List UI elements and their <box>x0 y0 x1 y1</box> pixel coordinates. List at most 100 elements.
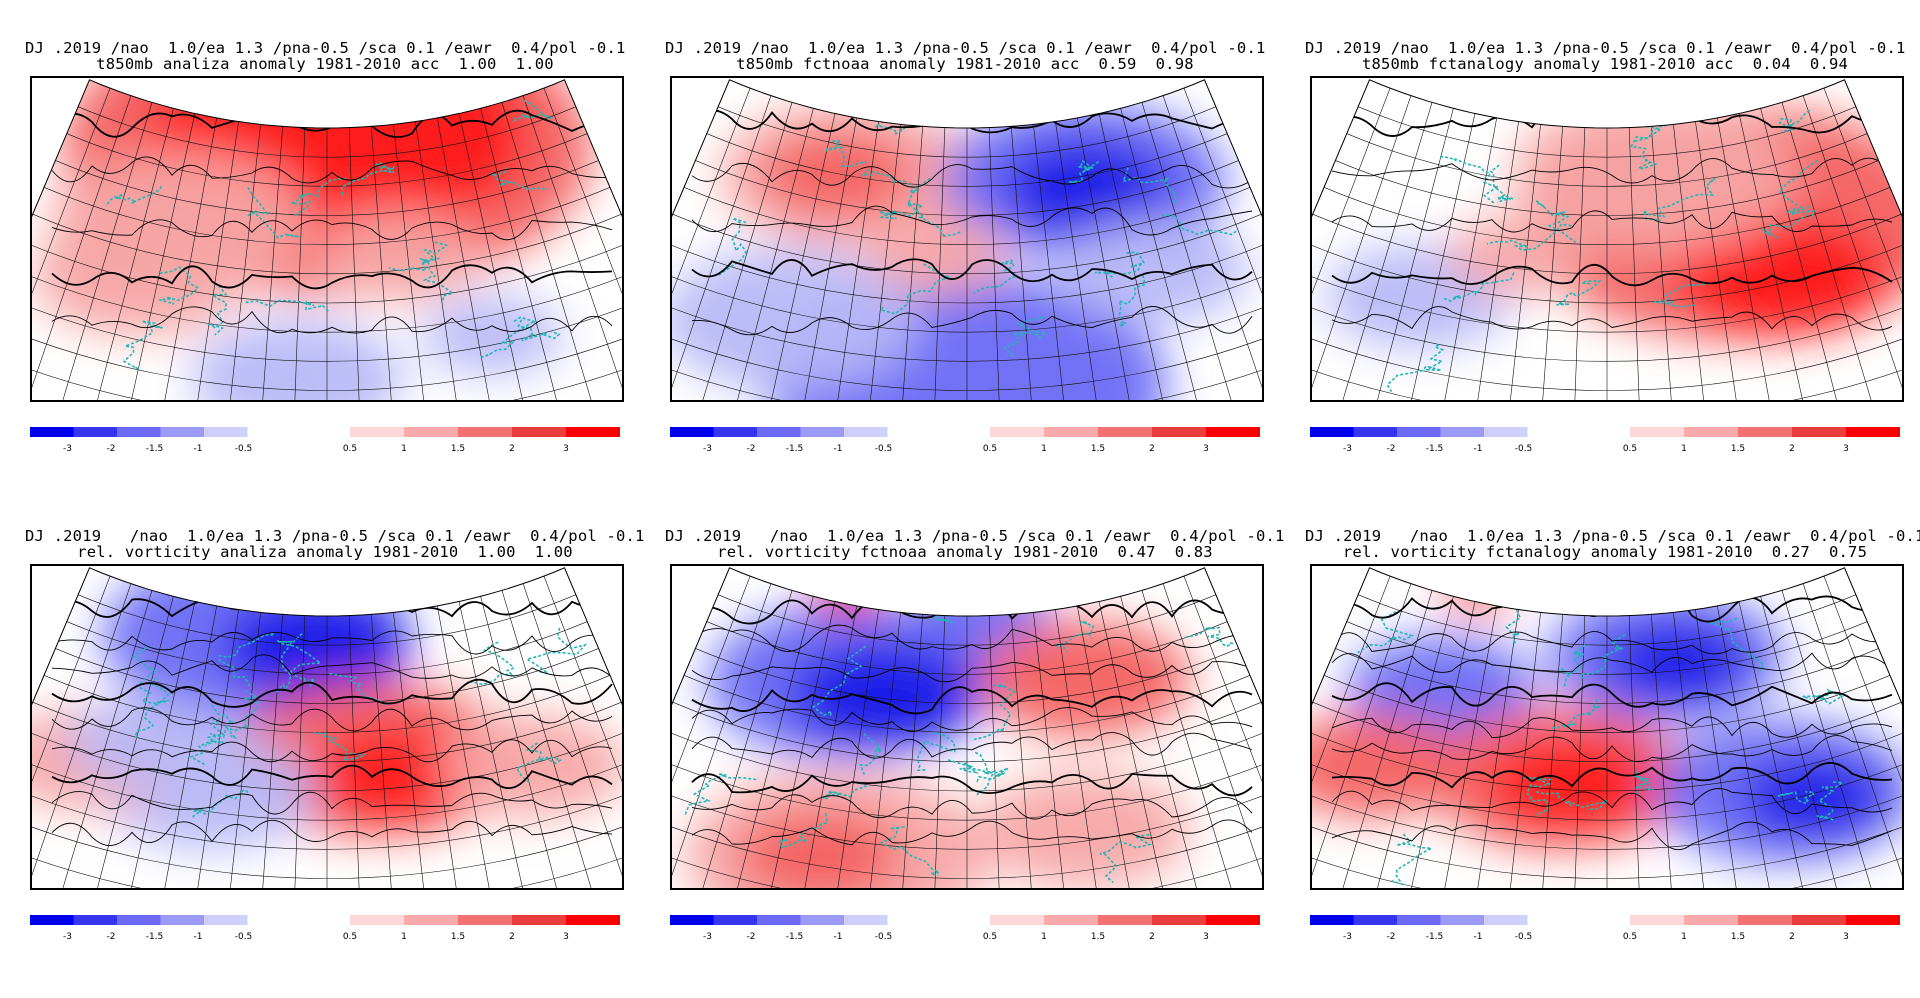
coastline <box>1386 343 1445 393</box>
contour-line <box>1331 682 1893 708</box>
grid-parallel <box>1335 648 1879 704</box>
contour-line <box>1331 264 1893 287</box>
grid-parallel <box>55 648 599 704</box>
anomaly-field <box>1312 713 1466 818</box>
coastline <box>859 732 884 775</box>
colorbar-swatch-neg <box>1353 427 1397 437</box>
colorbar-swatch-pos <box>1846 427 1900 437</box>
map-boundary <box>32 567 622 706</box>
coastline <box>974 751 1009 784</box>
anomaly-map <box>670 564 1264 890</box>
panel-title-line2: rel. vorticity fctanalogy anomaly 1981-2… <box>1342 543 1868 561</box>
contour-line <box>51 764 613 789</box>
colorbar-tick-label: -1.5 <box>1426 932 1444 942</box>
colorbar-tick-label: -3 <box>703 444 712 454</box>
colorbar-tick-label: 1 <box>1681 932 1687 942</box>
grid-parallel <box>32 836 622 888</box>
grid-parallel <box>672 836 1262 888</box>
colorbar-swatch-neg <box>204 915 248 925</box>
colorbar-swatch-pos <box>350 915 404 925</box>
anomaly-field <box>220 594 410 699</box>
contour-line <box>51 219 613 241</box>
colorbar-swatch-pos <box>404 915 458 925</box>
colorbar-tick-label: 3 <box>563 932 569 942</box>
colorbar-swatch-pos <box>566 427 620 437</box>
colorbar-swatch-neg <box>713 915 757 925</box>
colorbar-tick-label: -2 <box>107 444 116 454</box>
panel-title-line2: t850mb fctanalogy anomaly 1981-2010 acc … <box>1361 55 1849 73</box>
panel-title-line2: rel. vorticity fctnoaa anomaly 1981-2010… <box>717 543 1213 561</box>
colorbar-tick-label: 1.5 <box>451 444 465 454</box>
contour-line <box>691 661 1253 683</box>
colorbar: -3 -2 -1.5 -1 -0.5 0.5 1 1.5 2 3 <box>1310 915 1900 947</box>
colorbar-tick-label: -0.5 <box>235 932 253 942</box>
coastline <box>1629 125 1663 170</box>
colorbar-tick-label: -3 <box>1343 932 1352 942</box>
colorbar: -3 -2 -1.5 -1 -0.5 0.5 1 1.5 2 3 <box>30 427 620 459</box>
contour-line <box>51 654 613 679</box>
anomaly-map <box>30 76 624 402</box>
colorbar-tick-label: 0.5 <box>1623 932 1637 942</box>
colorbar-swatch-pos <box>1792 427 1846 437</box>
colorbar-swatch-pos <box>1684 427 1738 437</box>
coastline <box>134 677 170 739</box>
coastline <box>1002 316 1048 358</box>
grid-parallel <box>32 213 622 275</box>
panel-title-line2: t850mb analiza anomaly 1981-2010 acc 1.0… <box>96 55 554 73</box>
coastline <box>1551 698 1602 729</box>
grid-parallel <box>672 701 1262 763</box>
grid-parallel <box>32 348 622 400</box>
colorbar-tick-label: 3 <box>1843 444 1849 454</box>
grid-parallel <box>55 160 599 216</box>
coastline <box>291 177 347 217</box>
grid-parallel <box>672 294 1262 362</box>
grid-parallel <box>1346 133 1868 187</box>
contour-line <box>1331 210 1893 233</box>
coastline <box>1642 177 1716 221</box>
coastline <box>1357 611 1415 654</box>
coastline <box>1117 274 1147 328</box>
colorbar-swatch-pos <box>990 915 1044 925</box>
coastline <box>525 627 588 675</box>
colorbar-tick-label: 1 <box>1041 932 1047 942</box>
colorbar-tick-label: -3 <box>63 444 72 454</box>
grid-parallel <box>672 240 1262 304</box>
panel-title-line1: DJ .2019 /nao 1.0/ea 1.3 /pna-0.5 /sca 0… <box>25 39 626 57</box>
colorbar-tick-label: -0.5 <box>1515 444 1533 454</box>
coastline <box>1099 834 1153 884</box>
grid-parallel <box>717 594 1217 646</box>
colorbar-tick-label: -0.5 <box>1515 932 1533 942</box>
coastline <box>1633 771 1654 795</box>
coastline <box>224 690 261 740</box>
grid-parallel <box>32 755 622 821</box>
colorbar-swatch-neg <box>670 915 714 925</box>
coastline <box>1778 159 1819 221</box>
panel-title-line2: t850mb fctnoaa anomaly 1981-2010 acc 0.5… <box>736 55 1194 73</box>
coastline <box>717 217 747 277</box>
colorbar-tick-label: -1 <box>834 444 843 454</box>
grid-parallel <box>1312 267 1902 333</box>
colorbar-swatch-pos <box>566 915 620 925</box>
colorbar-tick-label: -1.5 <box>146 932 164 942</box>
colorbar: -3 -2 -1.5 -1 -0.5 0.5 1 1.5 2 3 <box>670 915 1260 947</box>
coastline <box>218 632 275 687</box>
colorbar-tick-label: 2 <box>1149 444 1155 454</box>
colorbar-swatch-pos <box>404 427 458 437</box>
colorbar-tick-label: -3 <box>703 932 712 942</box>
grid-parallel <box>32 321 622 391</box>
coastline <box>517 319 561 342</box>
colorbar-tick-label: -0.5 <box>875 444 893 454</box>
colorbar-tick-label: -2 <box>747 444 756 454</box>
anomaly-field <box>1677 219 1891 337</box>
map-boundary <box>32 79 622 218</box>
map-boundary <box>672 567 1262 706</box>
anomaly-field <box>1447 216 1590 295</box>
grid-parallel <box>695 648 1239 704</box>
contour-line <box>1331 157 1893 184</box>
grid-parallel <box>672 782 1262 850</box>
panel-title-line2: rel. vorticity analiza anomaly 1981-2010… <box>77 543 573 561</box>
coastline <box>860 168 919 195</box>
contour-line <box>691 772 1253 797</box>
panel-title-line1: DJ .2019 /nao 1.0/ea 1.3 /pna-0.5 /sca 0… <box>25 527 645 545</box>
colorbar-swatch-neg <box>73 915 117 925</box>
